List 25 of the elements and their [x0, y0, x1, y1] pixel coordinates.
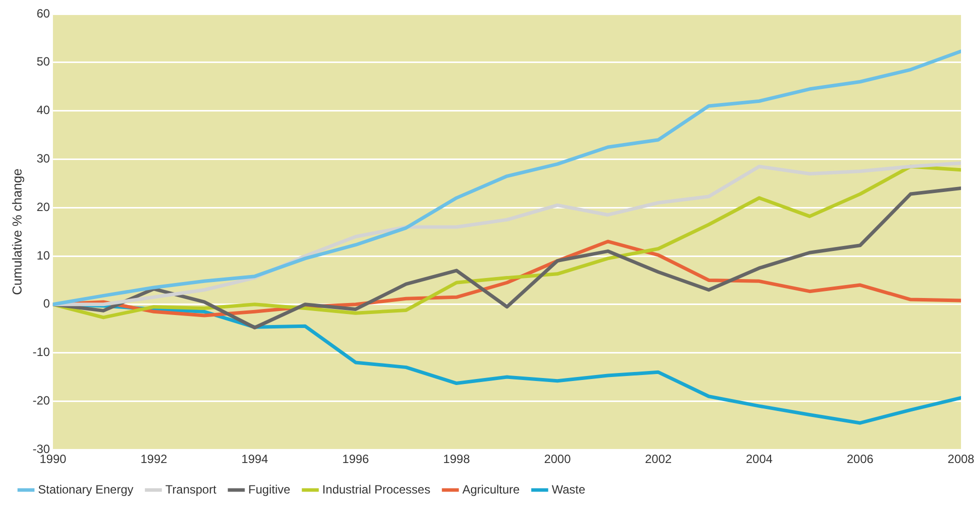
legend-label: Waste	[552, 482, 586, 496]
y-tick-label: 50	[36, 54, 50, 69]
y-tick-label: -20	[32, 394, 50, 408]
legend-label: Agriculture	[462, 482, 520, 496]
x-tick-label: 2002	[644, 452, 672, 466]
y-tick-label: 0	[43, 296, 50, 311]
y-tick-label: 60	[36, 6, 50, 20]
legend-label: Stationary Energy	[38, 482, 134, 496]
x-tick-label: 1996	[342, 452, 370, 466]
x-tick-label: 2008	[948, 452, 975, 466]
x-tick-label: 1992	[140, 452, 168, 466]
y-axis-title: Cumulative % change	[9, 168, 24, 296]
y-tick-label: 40	[36, 103, 50, 118]
y-tick-label: -10	[32, 345, 50, 360]
y-tick-label: 20	[36, 200, 50, 214]
legend-label: Transport	[165, 482, 217, 496]
x-tick-label: 2000	[544, 452, 572, 466]
y-tick-label: 30	[36, 152, 50, 166]
legend-label: Industrial Processes	[322, 482, 430, 496]
x-tick-label: 2006	[846, 452, 874, 466]
x-tick-label: 1998	[443, 452, 470, 466]
x-tick-label: 1994	[241, 452, 268, 466]
legend-label: Fugitive	[248, 482, 291, 496]
x-tick-label: 2004	[746, 452, 773, 466]
y-tick-label: 10	[36, 248, 50, 262]
